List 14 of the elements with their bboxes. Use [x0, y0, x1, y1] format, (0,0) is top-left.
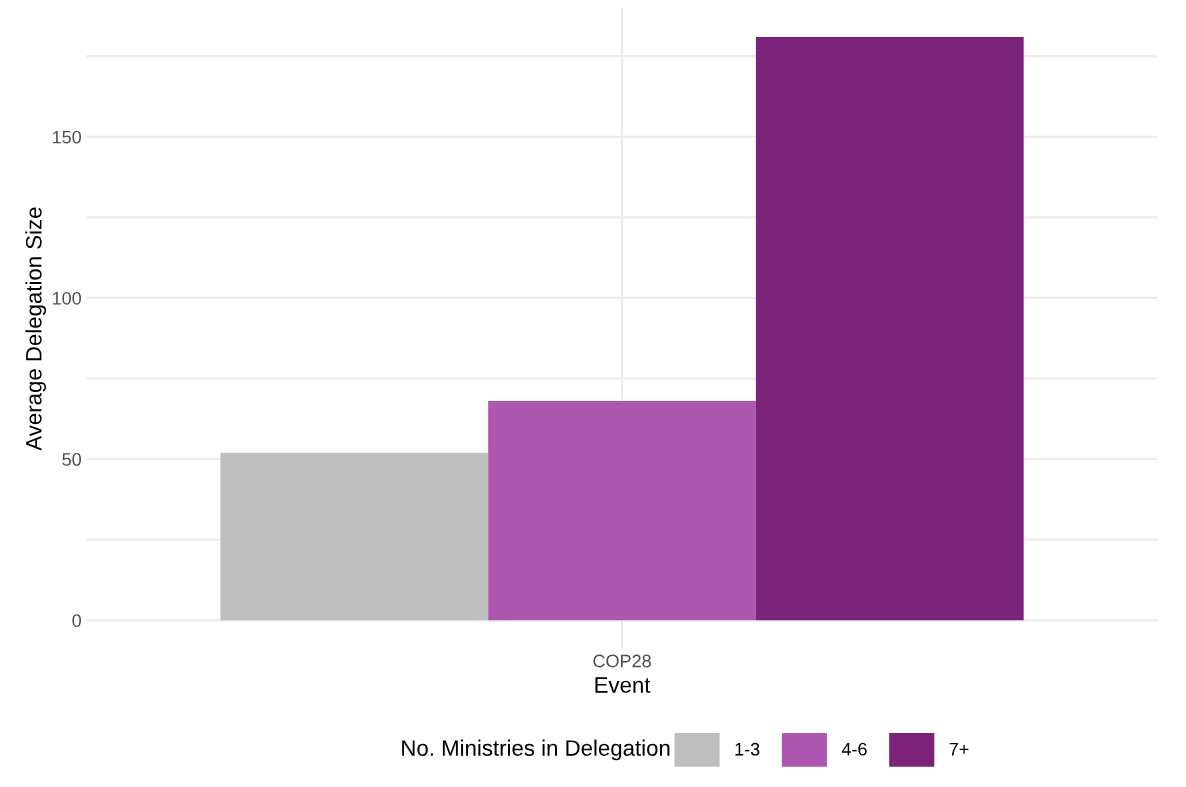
x-tick-label: COP28	[593, 654, 651, 668]
y-axis-title: Average Delegation Size	[25, 207, 47, 451]
bar	[220, 452, 489, 621]
x-axis-title: Event	[595, 677, 651, 693]
y-tick-label: 0	[72, 614, 82, 627]
y-tick-label: 50	[62, 453, 82, 466]
legend-label: 4-6	[841, 742, 867, 756]
legend-label: 1-3	[735, 742, 760, 756]
legend-label: 7+	[949, 743, 969, 756]
y-tick-label: 150	[52, 130, 82, 144]
bar	[488, 401, 756, 621]
y-tick-label: 100	[52, 291, 82, 305]
legend-title: No. Ministries in Delegation	[402, 739, 670, 761]
bar	[755, 36, 1024, 621]
